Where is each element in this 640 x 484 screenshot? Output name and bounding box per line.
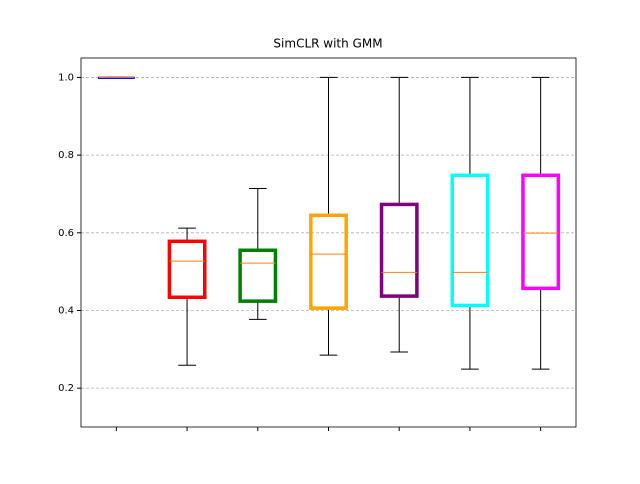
box <box>238 248 278 303</box>
y-tick-label: 0.4 <box>58 305 74 316</box>
y-tick-label: 0.6 <box>58 228 74 239</box>
y-tick-label: 0.8 <box>58 150 74 161</box>
y-tick-label: 0.2 <box>58 383 74 394</box>
box <box>167 239 207 300</box>
box <box>309 213 348 310</box>
box <box>450 173 490 308</box>
y-tick-label: 1.0 <box>58 72 74 83</box>
box <box>521 173 561 291</box>
box <box>379 202 419 298</box>
plot-frame <box>80 57 577 428</box>
chart-title: SimCLR with GMM <box>273 37 382 51</box>
